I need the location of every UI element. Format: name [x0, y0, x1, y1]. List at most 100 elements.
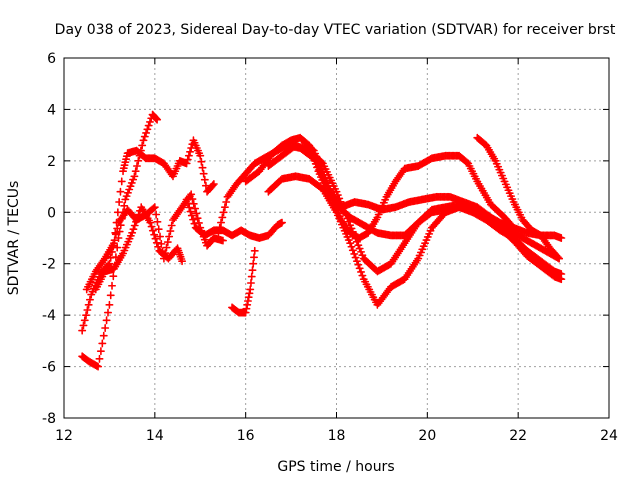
data-point — [105, 259, 114, 268]
data-point — [381, 195, 390, 204]
data-point — [308, 145, 317, 154]
data-point — [309, 146, 318, 155]
data-point — [357, 247, 366, 256]
data-point — [344, 236, 353, 245]
data-point — [496, 168, 505, 177]
data-point — [358, 271, 367, 280]
data-point — [103, 308, 112, 317]
data-point — [351, 253, 360, 262]
data-point — [375, 207, 384, 216]
data-point — [327, 192, 336, 201]
data-point — [421, 239, 430, 248]
data-point — [134, 156, 143, 165]
x-tick-label: 20 — [418, 428, 436, 444]
data-point — [106, 253, 115, 262]
data-point — [199, 169, 208, 178]
data-point — [119, 249, 128, 258]
data-point — [132, 217, 141, 226]
data-point — [153, 115, 162, 124]
y-tick-label: 2 — [47, 154, 56, 170]
data-point — [346, 239, 355, 248]
data-point — [423, 232, 432, 241]
data-point — [190, 219, 199, 228]
data-point — [192, 209, 201, 218]
data-point — [130, 221, 139, 230]
plot-frame — [63, 57, 610, 419]
series-track-1 — [78, 110, 162, 371]
data-series — [78, 110, 566, 371]
data-point — [143, 125, 152, 134]
data-point — [249, 253, 258, 262]
data-point — [508, 195, 517, 204]
y-tick-label: -2 — [42, 257, 56, 273]
data-point — [117, 177, 126, 186]
data-point — [129, 175, 138, 184]
data-point — [116, 187, 125, 196]
data-point — [187, 211, 196, 220]
data-point — [124, 237, 133, 246]
data-point — [352, 257, 361, 266]
data-point — [120, 246, 129, 255]
series-track-10 — [264, 172, 566, 309]
data-point — [165, 232, 174, 241]
data-point — [78, 326, 87, 335]
data-point — [278, 218, 286, 227]
y-axis-label: SDTVAR / TECUs — [6, 181, 22, 296]
data-point — [122, 192, 131, 201]
x-tick-label: 16 — [237, 428, 255, 444]
data-point — [108, 281, 117, 290]
data-point — [357, 267, 366, 276]
data-point — [127, 178, 136, 187]
data-point — [321, 174, 330, 183]
data-point — [186, 207, 195, 216]
data-point — [191, 204, 200, 213]
data-point — [109, 242, 118, 251]
data-point — [130, 172, 139, 181]
data-point — [152, 210, 161, 219]
y-tick-label: -6 — [42, 360, 56, 376]
data-point — [324, 181, 333, 190]
data-point — [249, 259, 258, 268]
data-point — [350, 249, 359, 258]
data-point — [108, 247, 117, 256]
data-point — [187, 190, 196, 199]
data-point — [250, 246, 259, 255]
data-point — [101, 324, 110, 332]
data-point — [162, 243, 171, 252]
series-track-4 — [91, 203, 187, 294]
data-point — [507, 192, 516, 201]
data-point — [354, 241, 363, 250]
data-point — [331, 202, 340, 211]
data-point — [122, 240, 131, 249]
x-tick-label: 14 — [146, 428, 164, 444]
data-point — [218, 236, 227, 245]
data-point — [201, 181, 210, 190]
data-point — [133, 214, 142, 223]
data-point — [147, 222, 156, 231]
data-point — [142, 128, 151, 137]
data-point — [355, 264, 364, 273]
series-track-11 — [300, 138, 518, 242]
data-point — [557, 275, 566, 284]
data-point — [126, 182, 135, 191]
data-point — [218, 213, 227, 222]
data-point — [422, 236, 431, 245]
data-point — [354, 260, 363, 269]
data-point — [555, 254, 564, 263]
data-point — [326, 189, 335, 198]
data-point — [379, 198, 388, 207]
data-point — [125, 185, 134, 194]
y-tick-label: -4 — [42, 308, 56, 324]
data-point — [322, 178, 331, 187]
data-point — [313, 155, 322, 164]
data-point — [85, 295, 94, 304]
data-point — [132, 162, 141, 170]
series-track-2 — [82, 136, 218, 294]
data-point — [131, 167, 140, 176]
series-track-12 — [473, 133, 564, 263]
data-point — [134, 210, 143, 219]
data-point — [316, 161, 325, 170]
data-point — [314, 158, 323, 167]
